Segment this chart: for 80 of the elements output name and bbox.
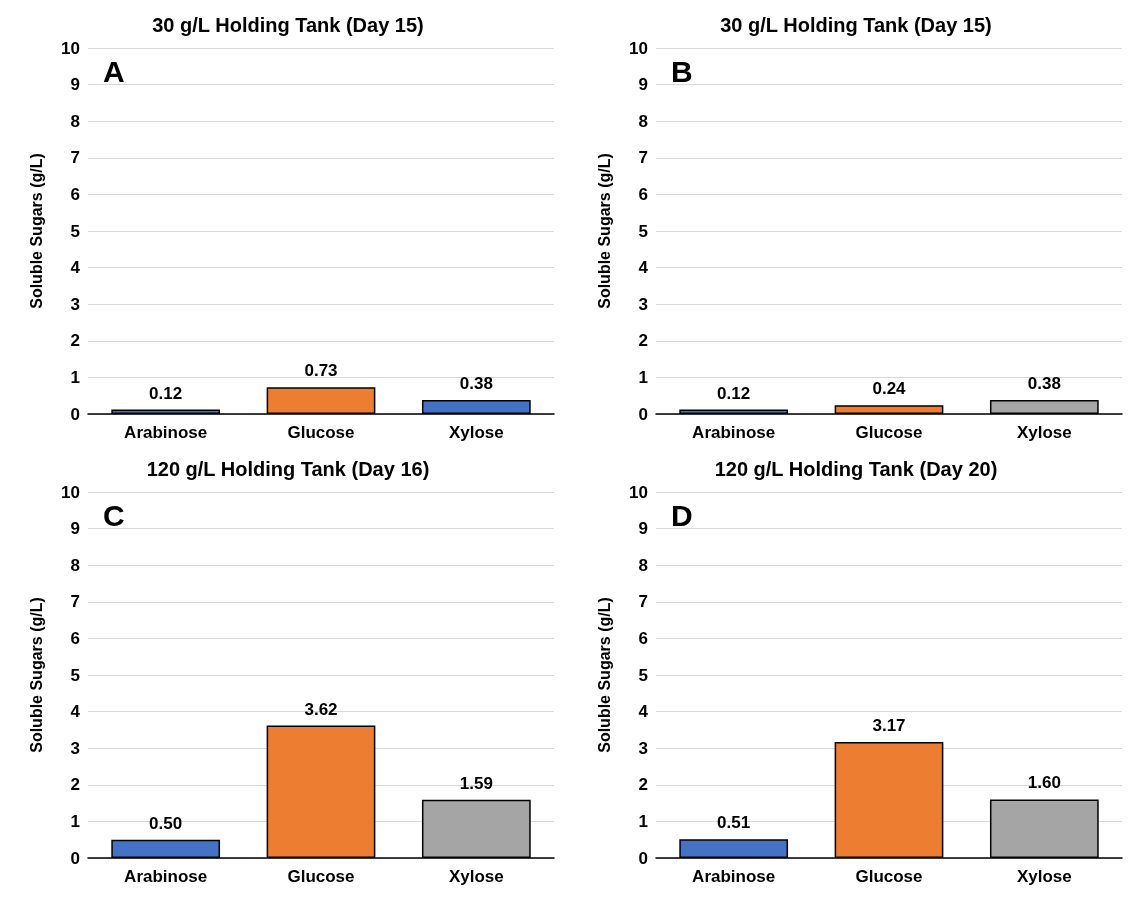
y-tick-label: 2	[638, 775, 648, 795]
y-axis-title: Soluble Sugars (g/L)	[595, 597, 613, 753]
y-tick-label: 3	[70, 738, 80, 758]
x-tick-label: Xylose	[1016, 423, 1072, 442]
y-tick-label: 3	[70, 294, 80, 314]
data-label: 0.38	[1027, 374, 1061, 394]
x-tick-label: Arabinose	[692, 423, 776, 442]
y-tick-label: 3	[638, 294, 648, 314]
y-tick-label: 5	[70, 221, 80, 241]
y-tick-label: 0	[70, 848, 80, 868]
data-label: 0.38	[459, 374, 493, 394]
x-tick-label: Xylose	[448, 423, 504, 442]
y-tick-label: 5	[638, 665, 648, 685]
annotation: B	[671, 54, 693, 88]
x-tick-label: Arabinose	[692, 867, 776, 886]
y-tick-label: 10	[61, 38, 80, 58]
chart-title: 120 g/L Holding Tank (Day 20)	[714, 458, 998, 480]
y-tick-label: 5	[70, 665, 80, 685]
data-label: 3.62	[304, 699, 338, 719]
y-axis-title: Soluble Sugars (g/L)	[27, 597, 45, 753]
y-axis-title: Soluble Sugars (g/L)	[595, 153, 613, 309]
y-tick-label: 2	[70, 775, 80, 795]
y-tick-label: 6	[638, 184, 648, 204]
data-label: 0.50	[149, 813, 183, 833]
y-tick-label: 7	[638, 592, 648, 612]
y-tick-label: 0	[638, 848, 648, 868]
x-tick-label: Xylose	[1016, 867, 1072, 886]
x-tick-label: Arabinose	[124, 423, 208, 442]
y-tick-label: 4	[638, 702, 649, 722]
y-tick-label: 1	[70, 367, 80, 387]
data-label: 1.59	[459, 773, 493, 793]
y-tick-label: 10	[629, 482, 648, 502]
y-tick-label: 4	[638, 258, 649, 278]
y-tick-label: 2	[638, 331, 648, 351]
y-tick-label: 10	[629, 38, 648, 58]
y-tick-label: 3	[638, 738, 648, 758]
data-label: 0.24	[872, 379, 907, 399]
data-label: 0.51	[717, 813, 751, 833]
y-tick-label: 4	[70, 702, 81, 722]
y-tick-label: 0	[638, 404, 648, 424]
chart-title: 120 g/L Holding Tank (Day 16)	[146, 458, 430, 480]
y-tick-label: 7	[70, 148, 80, 168]
y-tick-label: 1	[638, 811, 648, 831]
x-tick-label: Glucose	[287, 423, 355, 442]
data-label: 0.12	[149, 383, 183, 403]
x-tick-label: Xylose	[448, 867, 504, 886]
chart-title: 30 g/L Holding Tank (Day 15)	[720, 14, 992, 36]
y-tick-label: 1	[638, 367, 648, 387]
y-tick-label: 10	[61, 482, 80, 502]
y-tick-label: 5	[638, 221, 648, 241]
data-label: 3.17	[872, 715, 906, 735]
y-tick-label: 1	[70, 811, 80, 831]
annotation: A	[103, 54, 125, 88]
y-tick-label: 0	[70, 404, 80, 424]
y-tick-label: 7	[638, 148, 648, 168]
x-tick-label: Arabinose	[124, 867, 208, 886]
data-label: 0.73	[304, 361, 338, 381]
data-label: 0.12	[717, 383, 751, 403]
data-label: 1.60	[1027, 773, 1061, 793]
y-tick-label: 8	[638, 111, 648, 131]
y-tick-label: 7	[70, 592, 80, 612]
annotation: C	[103, 498, 125, 532]
chart-title: 30 g/L Holding Tank (Day 15)	[152, 14, 424, 36]
y-tick-label: 2	[70, 331, 80, 351]
y-tick-label: 6	[70, 184, 80, 204]
y-tick-label: 9	[638, 75, 648, 95]
y-tick-label: 6	[638, 628, 648, 648]
y-tick-label: 4	[70, 258, 81, 278]
x-tick-label: Glucose	[855, 867, 923, 886]
x-tick-label: Glucose	[855, 423, 923, 442]
y-axis-title: Soluble Sugars (g/L)	[27, 153, 45, 309]
y-tick-label: 8	[638, 555, 648, 575]
y-tick-label: 8	[70, 111, 80, 131]
x-tick-label: Glucose	[287, 867, 355, 886]
y-tick-label: 8	[70, 555, 80, 575]
annotation: D	[671, 498, 693, 532]
y-tick-label: 6	[70, 628, 80, 648]
y-tick-label: 9	[70, 519, 80, 539]
y-tick-label: 9	[638, 519, 648, 539]
y-tick-label: 9	[70, 75, 80, 95]
